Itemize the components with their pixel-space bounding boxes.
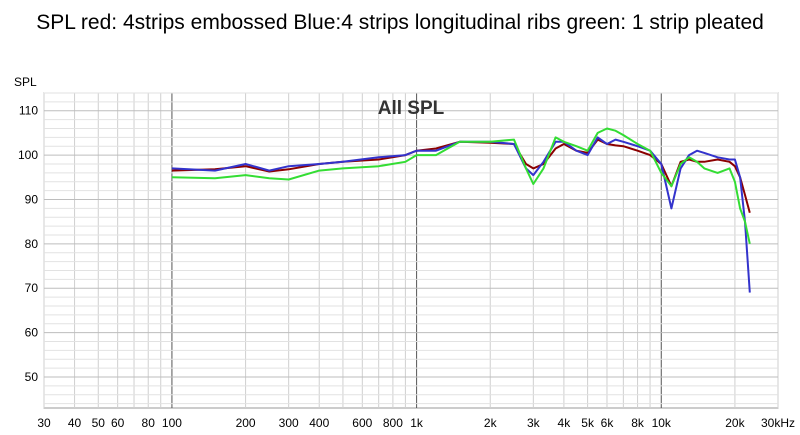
x-tick-label: 200 bbox=[236, 416, 256, 430]
y-tick-label: 100 bbox=[18, 148, 38, 162]
series-line-3 bbox=[171, 127, 751, 245]
chart-title: SPL red: 4strips embossed Blue:4 strips … bbox=[36, 11, 764, 34]
y-axis-label: SPL bbox=[14, 75, 37, 89]
x-tick-label: 40 bbox=[68, 416, 82, 430]
x-tick-label: 10k bbox=[652, 416, 672, 430]
x-tick-label: 8k bbox=[631, 416, 645, 430]
x-tick-label: 400 bbox=[309, 416, 329, 430]
x-tick-label: 30 bbox=[37, 416, 51, 430]
plot-area bbox=[43, 92, 779, 409]
y-tick-label: 90 bbox=[25, 192, 39, 206]
x-tick-label: 5k bbox=[581, 416, 595, 430]
x-tick-label: 20k bbox=[725, 416, 745, 430]
x-tick-label: 6k bbox=[601, 416, 615, 430]
x-tick-label: 300 bbox=[279, 416, 299, 430]
x-tick-label: 80 bbox=[142, 416, 156, 430]
x-tick-label: 50 bbox=[92, 416, 106, 430]
x-tick-label: 100 bbox=[162, 416, 182, 430]
x-tick-label: 30kHz bbox=[761, 416, 795, 430]
series-line-2 bbox=[171, 136, 751, 293]
y-tick-label: 60 bbox=[25, 326, 39, 340]
y-tick-label: 110 bbox=[19, 104, 38, 118]
y-tick-label: 80 bbox=[25, 237, 39, 251]
x-tick-label: 2k bbox=[484, 416, 498, 430]
x-tick-label: 4k bbox=[558, 416, 572, 430]
x-tick-label: 3k bbox=[527, 416, 541, 430]
y-tick-label: 50 bbox=[25, 370, 39, 384]
y-tick-label: 70 bbox=[25, 281, 39, 295]
x-tick-label: 800 bbox=[383, 416, 403, 430]
x-tick-label: 600 bbox=[352, 416, 372, 430]
x-tick-label: 60 bbox=[111, 416, 125, 430]
x-tick-label: 1k bbox=[410, 416, 424, 430]
inner-title: All SPL bbox=[378, 98, 445, 119]
